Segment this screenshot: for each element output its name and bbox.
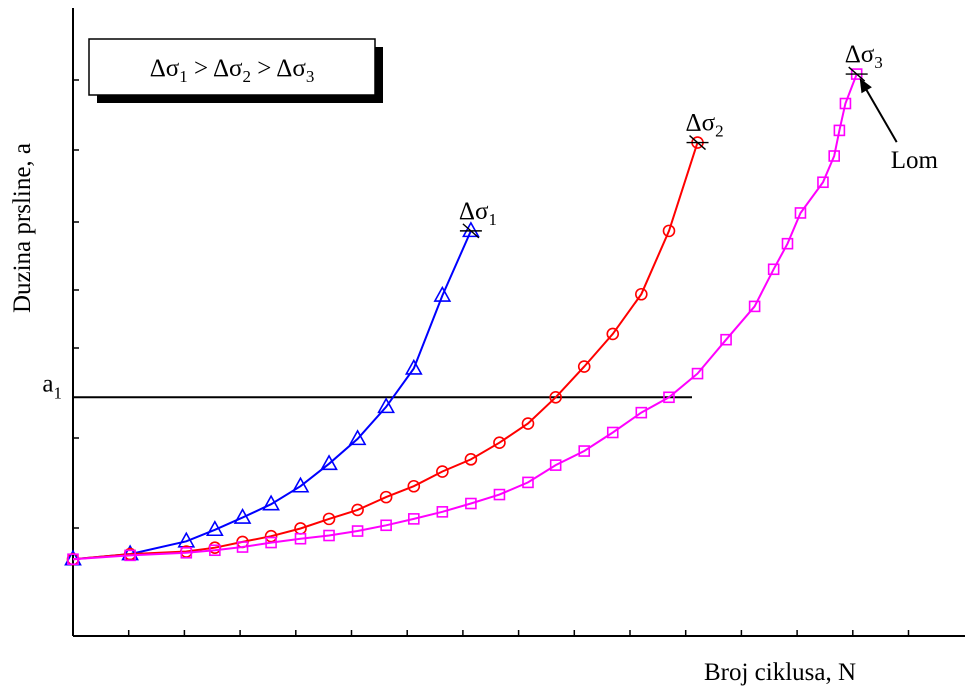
series-1-line xyxy=(72,230,472,561)
series-3-point-24 xyxy=(781,237,794,250)
lom-label: Lom xyxy=(891,147,939,174)
series-1-point-5 xyxy=(262,494,280,511)
series-3-fracture-mark-d xyxy=(848,66,866,82)
series-2-point-15 xyxy=(549,390,562,404)
series-3-point-1 xyxy=(124,549,136,562)
x-axis-label: Broj ciklusa, N xyxy=(704,659,856,686)
series-2-point-7 xyxy=(322,512,336,526)
series-1-fracture-mark-d xyxy=(462,223,480,239)
legend-text-sub-3: 2 xyxy=(243,67,252,86)
series-2-label: Δσ2 xyxy=(686,110,724,141)
series-1-point-11 xyxy=(433,285,452,302)
series-3: Δσ3 xyxy=(67,41,883,566)
series-2-label-sub: 2 xyxy=(715,122,724,141)
series-2-point-11 xyxy=(436,465,449,478)
axis-ticks xyxy=(73,79,910,636)
series-2-point-9 xyxy=(379,490,393,504)
series-1-point-12 xyxy=(462,221,480,238)
series-2-point-12 xyxy=(464,453,478,466)
series-3-point-20 xyxy=(691,367,704,380)
legend-text-part-0: Δσ xyxy=(150,55,180,82)
series-3-point-6 xyxy=(294,532,307,545)
series-3-point-14 xyxy=(522,476,534,489)
axes xyxy=(72,8,965,637)
series-1: Δσ1 xyxy=(64,198,497,566)
legend-text-part-4: > Δσ xyxy=(251,55,306,82)
series-3-label-main: Δσ xyxy=(845,41,875,68)
legend-box: Δσ1 > Δσ2 > Δσ3 xyxy=(88,38,383,103)
series-2-fracture-mark-d xyxy=(689,135,706,151)
lom-arrow-line xyxy=(862,84,898,143)
series-3-point-28 xyxy=(833,124,846,137)
series-2: Δσ2 xyxy=(66,110,724,566)
series-2-point-10 xyxy=(407,479,421,493)
series-1-label-sub: 1 xyxy=(488,210,497,229)
series-1-point-7 xyxy=(320,454,338,471)
series-3-point-10 xyxy=(408,513,420,525)
series-2-point-8 xyxy=(351,503,364,517)
series-3-point-15 xyxy=(549,459,562,471)
series-1-point-6 xyxy=(291,476,310,493)
series-1-label-main: Δσ xyxy=(459,198,489,225)
series-3-point-19 xyxy=(663,391,675,404)
series-3-point-2 xyxy=(180,546,193,559)
series-3-point-16 xyxy=(578,445,591,457)
series-2-point-19 xyxy=(662,224,676,238)
series-3-label: Δσ3 xyxy=(845,41,883,72)
series-3-point-7 xyxy=(323,529,335,542)
series-3-point-29 xyxy=(839,97,852,110)
series-3-point-5 xyxy=(265,536,277,549)
series-3-point-4 xyxy=(236,541,249,553)
series-3-point-25 xyxy=(794,207,807,219)
lom-annotation: Lom xyxy=(859,78,939,174)
reference-label-main: a xyxy=(42,370,53,397)
lom-arrow-head xyxy=(859,78,872,94)
series-3-point-26 xyxy=(817,176,829,189)
series-3-point-27 xyxy=(828,150,841,162)
series-1-point-9 xyxy=(377,397,395,414)
series-3-point-21 xyxy=(720,333,732,346)
y-axis-label: Duzina prsline, a xyxy=(9,143,36,313)
series-3-point-0 xyxy=(67,553,79,566)
legend-text-part-2: > Δσ xyxy=(188,55,243,82)
legend-text-sub-1: 1 xyxy=(179,67,188,86)
series-3-point-12 xyxy=(465,497,477,510)
series-3-point-11 xyxy=(436,506,449,518)
series-3-point-13 xyxy=(493,488,506,501)
series-3-label-sub: 3 xyxy=(874,53,883,72)
series-3-line xyxy=(72,73,858,561)
series-2-line xyxy=(72,142,699,561)
series-3-point-18 xyxy=(635,406,648,419)
series-3-point-3 xyxy=(209,544,221,557)
legend-text-sub-5: 3 xyxy=(306,67,315,86)
series-1-point-8 xyxy=(348,429,367,446)
series-2-point-18 xyxy=(635,287,648,301)
reference-line-label: a1 xyxy=(42,370,62,402)
reference-label-sub: 1 xyxy=(54,383,63,402)
series-3-point-22 xyxy=(748,300,761,313)
series-3-point-9 xyxy=(380,519,392,532)
series-1-point-4 xyxy=(233,507,252,524)
series-3-point-23 xyxy=(767,263,780,276)
legend-box-text: Δσ1 > Δσ2 > Δσ3 xyxy=(150,55,315,86)
series-3-point-17 xyxy=(606,426,619,439)
series-2-label-main: Δσ xyxy=(686,110,716,137)
series-1-point-10 xyxy=(404,358,423,375)
series-1-label: Δσ1 xyxy=(459,198,497,229)
series-1-point-3 xyxy=(206,520,224,537)
series-2-point-13 xyxy=(493,436,506,450)
series-2-point-17 xyxy=(606,327,620,341)
series-2-point-14 xyxy=(521,417,535,430)
series-3-point-8 xyxy=(351,525,364,537)
series-2-point-16 xyxy=(577,360,591,373)
legend-box-frame xyxy=(88,38,376,96)
